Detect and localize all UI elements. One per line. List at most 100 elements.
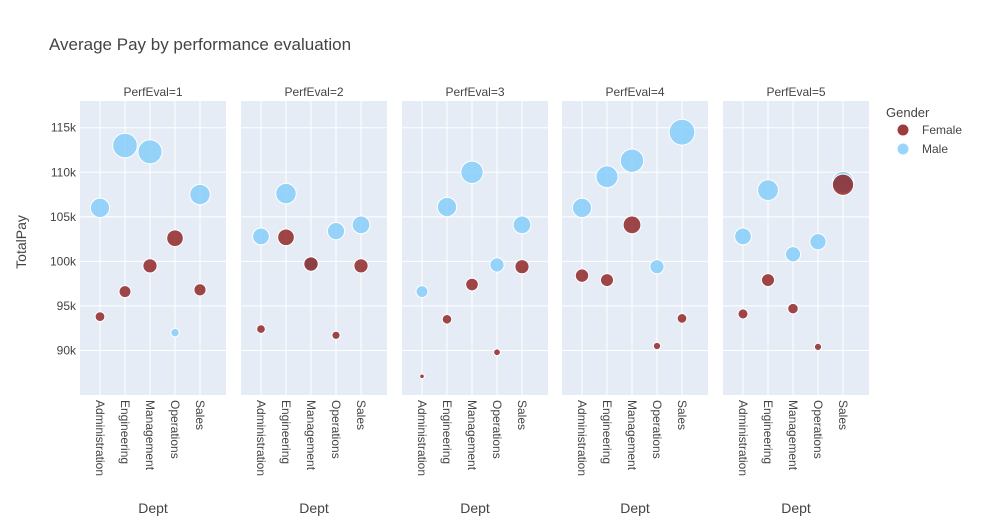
facet-panel-2: PerfEval=2 Administration Engineering Manag… [241, 85, 387, 516]
data-point-female [514, 259, 530, 275]
data-point-male [137, 139, 163, 165]
x-tick-label: Management [625, 400, 639, 471]
data-point-male [326, 221, 346, 241]
data-point-male [649, 259, 665, 275]
data-point-male [668, 118, 696, 146]
data-point-female [465, 277, 479, 292]
data-point-male [112, 132, 138, 159]
facet-label: PerfEval=3 [445, 85, 504, 99]
data-point-female [574, 268, 590, 283]
data-point-female [831, 173, 855, 196]
data-point-male [189, 183, 211, 206]
data-point-female [600, 273, 614, 288]
x-tick-label: Operations [811, 400, 825, 459]
data-point-female [193, 283, 207, 297]
x-axis-label: Dept [460, 500, 490, 516]
x-tick-label: Administration [415, 400, 429, 476]
legend-marker [896, 142, 910, 156]
x-tick-label: Management [304, 400, 318, 471]
data-point-male [436, 196, 458, 218]
y-tick-label: 105k [50, 210, 77, 224]
data-point-male [275, 182, 297, 205]
facet-panel-4: PerfEval=4 Administration Engineering Manag… [562, 85, 708, 516]
data-point-male [784, 246, 802, 263]
x-tick-label: Engineering [118, 400, 132, 464]
data-point-female [303, 256, 319, 272]
facet-label: PerfEval=2 [284, 85, 343, 99]
data-point-female [353, 258, 369, 274]
x-tick-label: Administration [575, 400, 589, 476]
data-point-female [166, 229, 184, 248]
x-tick-label: Administration [254, 400, 268, 476]
data-point-male [170, 327, 180, 338]
data-point-male [489, 257, 505, 273]
facet-label: PerfEval=1 [123, 85, 182, 99]
legend-entry-female: Female [896, 123, 962, 137]
data-point-female [441, 313, 453, 325]
data-point-male [571, 197, 593, 219]
x-tick-label: Engineering [761, 400, 775, 464]
data-point-male [734, 227, 752, 246]
y-tick-label: 100k [50, 254, 77, 268]
panel-background [402, 101, 548, 395]
data-point-male [595, 165, 619, 189]
y-tick-label: 110k [51, 165, 77, 179]
data-point-female [813, 342, 823, 351]
x-axis-label: Dept [138, 500, 168, 516]
x-tick-label: Engineering [440, 400, 454, 464]
data-point-female [256, 324, 266, 334]
facet-label: PerfEval=5 [766, 85, 825, 99]
x-tick-label: Engineering [600, 400, 614, 464]
data-point-female [118, 285, 132, 299]
x-tick-label: Management [143, 400, 157, 471]
legend-label: Male [922, 142, 948, 156]
data-point-female [277, 228, 295, 247]
x-tick-label: Management [786, 400, 800, 471]
x-tick-label: Operations [168, 400, 182, 459]
x-axis-label: Dept [299, 500, 329, 516]
data-point-male [619, 148, 645, 173]
data-point-male [252, 227, 270, 246]
data-point-male [89, 197, 111, 219]
legend: Gender Female Male [886, 105, 962, 156]
legend-entry-male: Male [896, 142, 948, 156]
data-point-female [493, 348, 501, 357]
facet-panel-1: PerfEval=1 Administration Engineering Manag… [80, 85, 226, 516]
data-point-female [142, 258, 158, 274]
panels-layer: 90k 95k 100k 105k 110k 115k PerfEval=1 Administ… [50, 85, 869, 516]
x-tick-label: Sales [193, 400, 207, 430]
data-point-male [809, 233, 827, 251]
x-tick-label: Operations [490, 400, 504, 459]
x-tick-label: Sales [354, 400, 368, 430]
data-point-female [787, 302, 799, 315]
x-tick-label: Administration [736, 400, 750, 476]
y-tick-label: 90k [57, 343, 77, 357]
data-point-male [415, 285, 429, 299]
data-point-female [622, 215, 642, 235]
data-point-female [652, 341, 662, 351]
data-point-male [757, 179, 779, 201]
y-tick-label: 115k [51, 121, 77, 135]
facet-label: PerfEval=4 [605, 85, 664, 99]
data-point-male [512, 215, 532, 235]
x-tick-label: Sales [675, 400, 689, 430]
data-point-female [737, 308, 749, 320]
data-point-female [419, 373, 425, 380]
panel-background [241, 101, 387, 395]
data-point-male [460, 160, 484, 184]
legend-title: Gender [886, 105, 930, 120]
x-tick-label: Engineering [279, 400, 293, 464]
y-axis-label: TotalPay [13, 215, 29, 269]
y-tick-label: 95k [57, 299, 77, 313]
facet-panel-3: PerfEval=3 Administration Engineering Manag… [402, 85, 548, 516]
x-tick-label: Management [465, 400, 479, 471]
legend-marker [896, 123, 910, 137]
data-point-female [94, 311, 106, 323]
data-point-female [331, 330, 341, 340]
data-point-female [676, 313, 688, 324]
legend-label: Female [922, 123, 962, 137]
facet-panel-5: PerfEval=5 Administration Engineering Manag… [723, 85, 869, 516]
x-axis-label: Dept [620, 500, 650, 516]
